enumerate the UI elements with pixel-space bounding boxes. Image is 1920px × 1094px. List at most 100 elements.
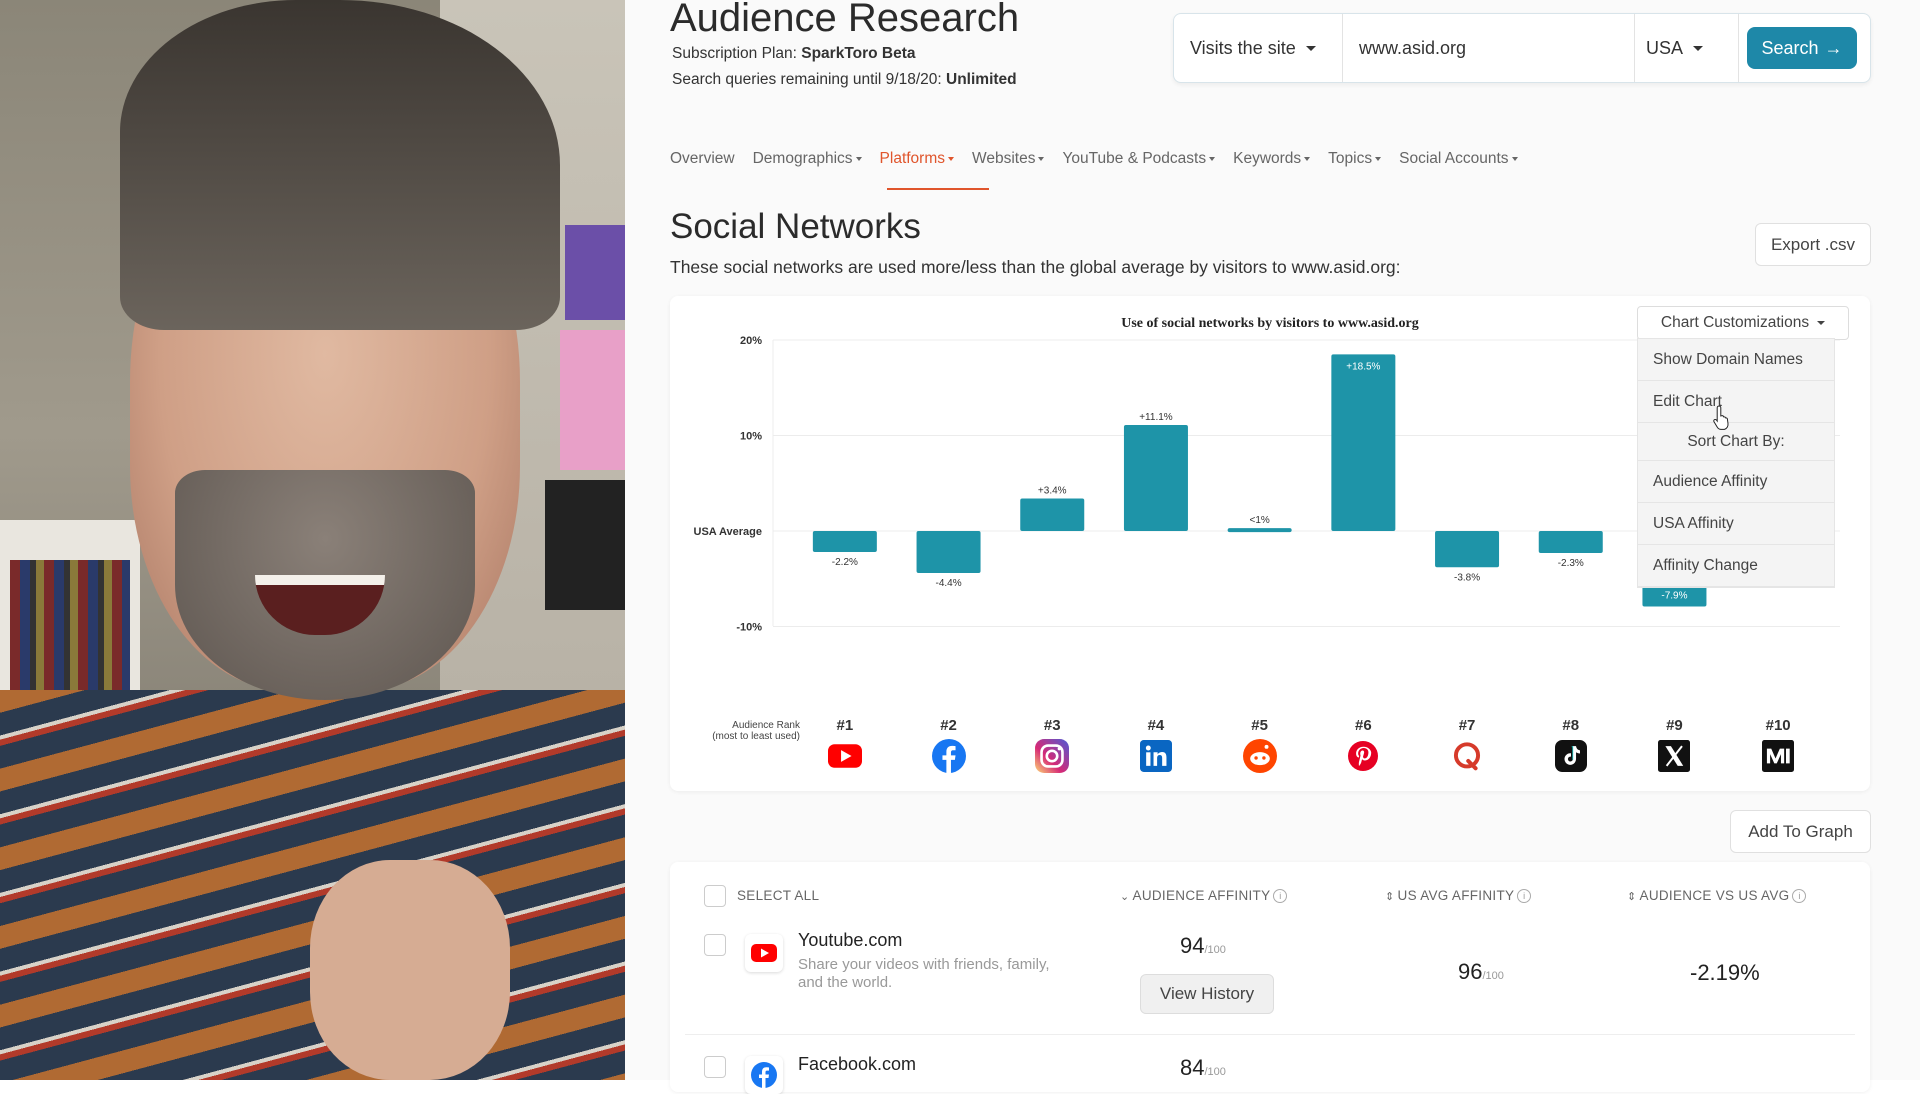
score-denominator: /100 <box>1204 1066 1226 1078</box>
x-axis-label-line1: Audience Rank <box>732 720 800 731</box>
chevron-down-icon <box>948 156 955 161</box>
tab-platforms[interactable]: Platforms <box>880 150 955 190</box>
divider <box>1738 14 1739 82</box>
instagram-icon <box>1033 737 1071 775</box>
menu-item-edit-chart[interactable]: Edit Chart <box>1638 381 1834 423</box>
menu-item-sort-affinity-change[interactable]: Affinity Change <box>1638 545 1834 587</box>
queries-value: Unlimited <box>946 71 1017 88</box>
search-queries-remaining: Search queries remaining until 9/18/20: … <box>672 71 1017 89</box>
facebook-icon <box>745 1056 783 1094</box>
rank-label: #3 <box>1043 717 1061 734</box>
site-name[interactable]: Facebook.com <box>798 1054 917 1074</box>
arrow-right-icon: → <box>1824 37 1843 58</box>
audience-affinity-number: 94 <box>1180 933 1205 958</box>
add-to-graph-button[interactable]: Add To Graph <box>1730 810 1871 853</box>
country-label: USA <box>1646 37 1684 58</box>
audience-affinity-value: 84/100 <box>1180 1055 1226 1081</box>
search-input[interactable]: www.asid.org <box>1359 14 1629 82</box>
tab-social-accounts[interactable]: Social Accounts <box>1399 150 1518 190</box>
y-tick-label: 20% <box>740 335 762 347</box>
us-avg-affinity-number: 96 <box>1458 959 1483 984</box>
sort-icon: ⇕ <box>1385 891 1395 903</box>
hand-cursor-icon <box>1713 405 1729 430</box>
chevron-down-icon <box>1817 321 1826 325</box>
section-nav: Overview Demographics Platforms Websites You… <box>670 150 1518 190</box>
site-name[interactable]: Youtube.com <box>798 930 903 950</box>
menu-item-sort-usa-affinity[interactable]: USA Affinity <box>1638 503 1834 545</box>
us-avg-affinity-value: 96/100 <box>1458 959 1504 985</box>
divider <box>1634 14 1635 82</box>
wall-poster <box>545 480 625 610</box>
chart-title: Use of social networks by visitors to ww… <box>1121 316 1419 331</box>
sort-desc-icon: ⌄ <box>1120 891 1130 903</box>
tab-label: Topics <box>1328 150 1373 167</box>
chart-customizations-button[interactable]: Chart Customizations <box>1637 306 1849 340</box>
plan-label: Subscription Plan: <box>672 45 797 62</box>
tab-label: YouTube & Podcasts <box>1062 150 1207 167</box>
tab-label: Social Accounts <box>1399 150 1509 167</box>
reddit-icon <box>1241 737 1279 775</box>
column-label: AUDIENCE AFFINITY <box>1132 888 1271 903</box>
rank-label: #10 <box>1765 717 1791 734</box>
country-select[interactable]: USA <box>1646 14 1736 82</box>
tab-demographics[interactable]: Demographics <box>753 150 862 190</box>
tab-topics[interactable]: Topics <box>1328 150 1382 190</box>
bar-value-label: -2.3% <box>1558 558 1584 569</box>
bar-rank-3 <box>1020 498 1085 531</box>
search-input-value: www.asid.org <box>1359 37 1467 58</box>
bar-rank-8 <box>1538 531 1603 553</box>
bar-chart: 20% 10% USA Average -10% -2.2% -4.4% +3.4% +11.… <box>694 335 1840 634</box>
search-mode-select[interactable]: Visits the site <box>1190 14 1340 82</box>
bar-value-label: +3.4% <box>1038 486 1067 497</box>
column-label: US AVG AFFINITY <box>1397 888 1515 903</box>
row-checkbox[interactable] <box>704 1056 726 1078</box>
chart-card: Use of social networks by visitors to ww… <box>670 296 1870 791</box>
plan-value: SparkToro Beta <box>801 45 916 62</box>
info-icon: i <box>1273 889 1288 904</box>
medium-icon <box>1759 737 1797 775</box>
chart-customizations-menu: Show Domain Names Edit Chart Sort Chart … <box>1637 338 1835 588</box>
y-tick-label: USA Average <box>694 526 762 538</box>
select-all-checkbox[interactable] <box>704 885 726 907</box>
x-axis-label-line2: (most to least used) <box>712 731 800 742</box>
search-bar: Visits the site www.asid.org USA Search … <box>1173 13 1871 83</box>
presenter-shirt <box>0 690 625 1080</box>
menu-item-sort-audience-affinity[interactable]: Audience Affinity <box>1638 461 1834 503</box>
menu-item-show-domain-names[interactable]: Show Domain Names <box>1638 339 1834 381</box>
section-subtitle: These social networks are used more/less… <box>670 257 1401 277</box>
column-audience-affinity[interactable]: ⌄ AUDIENCE AFFINITY i <box>1120 888 1288 904</box>
tab-keywords[interactable]: Keywords <box>1233 150 1311 190</box>
row-checkbox[interactable] <box>704 934 726 956</box>
section-title: Social Networks <box>670 207 921 246</box>
search-button[interactable]: Search → <box>1747 27 1857 69</box>
column-audience-vs-us-avg[interactable]: ⇕ AUDIENCE VS US AVG i <box>1627 888 1807 904</box>
linkedin-icon <box>1137 737 1175 775</box>
rank-label: #8 <box>1562 717 1580 734</box>
queries-label: Search queries remaining until 9/18/20: <box>672 71 942 88</box>
bar-value-label: +11.1% <box>1139 412 1173 423</box>
view-history-button[interactable]: View History <box>1140 974 1274 1014</box>
webcam-overlay <box>0 0 625 1080</box>
tab-overview[interactable]: Overview <box>670 150 735 190</box>
youtube-icon <box>826 737 864 775</box>
chevron-down-icon <box>1305 45 1316 51</box>
tab-label: Overview <box>670 150 735 167</box>
export-csv-button[interactable]: Export .csv <box>1755 223 1871 266</box>
column-us-avg-affinity[interactable]: ⇕ US AVG AFFINITY i <box>1385 888 1532 904</box>
bar-value-label: -2.2% <box>832 557 858 568</box>
tab-websites[interactable]: Websites <box>972 150 1045 190</box>
chevron-down-icon <box>855 156 862 161</box>
facebook-icon <box>930 737 968 775</box>
presenter-hair <box>120 0 560 330</box>
quora-icon <box>1448 737 1486 775</box>
sort-heading: Sort Chart By: <box>1638 423 1834 461</box>
bar-rank-1 <box>812 531 877 553</box>
page-title: Audience Research <box>670 0 1020 40</box>
chevron-down-icon <box>1511 156 1518 161</box>
divider <box>1342 14 1343 82</box>
chevron-down-icon <box>1693 45 1704 51</box>
chart-customizations-label: Chart Customizations <box>1660 314 1810 331</box>
rank-label: #6 <box>1355 717 1372 734</box>
tab-youtube-podcasts[interactable]: YouTube & Podcasts <box>1062 150 1216 190</box>
bar-rank-2 <box>916 531 981 574</box>
